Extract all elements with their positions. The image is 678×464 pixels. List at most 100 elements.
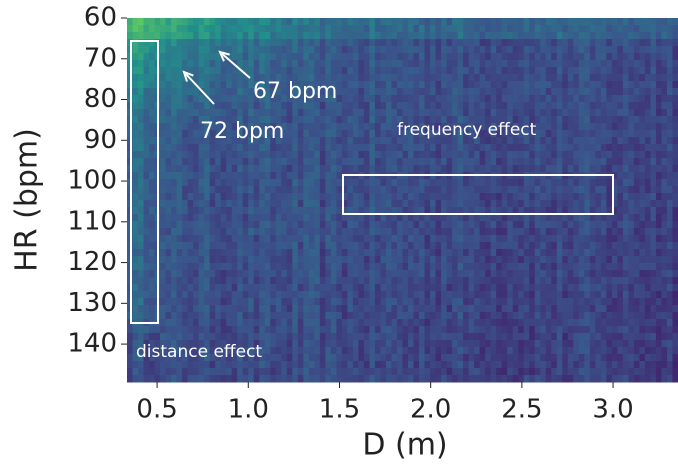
heatmap-cell [133, 270, 139, 278]
heatmap-cell [513, 305, 519, 313]
heatmap-cell [353, 151, 359, 159]
heatmap-cell [133, 291, 139, 299]
heatmap-cell [353, 221, 359, 229]
heatmap-cell [248, 298, 254, 306]
heatmap-cell [518, 354, 524, 362]
heatmap-cell [292, 319, 298, 327]
heatmap-cell [127, 326, 133, 334]
heatmap-cell [436, 333, 442, 341]
heatmap-cell [342, 67, 348, 75]
heatmap-cell [188, 25, 194, 33]
heatmap-cell [248, 319, 254, 327]
heatmap-cell [639, 361, 645, 369]
heatmap-cell [380, 88, 386, 96]
heatmap-cell [199, 235, 205, 243]
heatmap-cell [496, 179, 502, 187]
heatmap-cell [447, 144, 453, 152]
heatmap-cell [425, 249, 431, 257]
heatmap-cell [226, 263, 232, 271]
heatmap-cell [518, 298, 524, 306]
heatmap-cell [579, 284, 585, 292]
heatmap-cell [419, 326, 425, 334]
heatmap-cell [414, 235, 420, 243]
heatmap-cell [529, 39, 535, 47]
heatmap-cell [612, 347, 618, 355]
heatmap-cell [628, 18, 634, 26]
heatmap-cell [298, 235, 304, 243]
heatmap-cell [546, 249, 552, 257]
heatmap-cell [507, 186, 513, 194]
heatmap-cell [430, 277, 436, 285]
heatmap-cell [463, 81, 469, 89]
heatmap-cell [380, 53, 386, 61]
heatmap-cell [166, 235, 172, 243]
heatmap-cell [133, 263, 139, 271]
heatmap-cell [403, 291, 409, 299]
heatmap-cell [612, 284, 618, 292]
heatmap-cell [309, 18, 315, 26]
heatmap-cell [650, 221, 656, 229]
heatmap-cell [584, 242, 590, 250]
heatmap-cell [667, 263, 673, 271]
heatmap-cell [546, 326, 552, 334]
heatmap-cell [320, 256, 326, 264]
heatmap-cell [248, 361, 254, 369]
heatmap-cell [447, 46, 453, 54]
heatmap-cell [397, 200, 403, 208]
heatmap-cell [513, 361, 519, 369]
heatmap-cell [336, 305, 342, 313]
heatmap-cell [265, 340, 271, 348]
heatmap-cell [617, 109, 623, 117]
heatmap-cell [474, 270, 480, 278]
heatmap-cell [628, 263, 634, 271]
heatmap-cell [606, 88, 612, 96]
heatmap-cell [375, 235, 381, 243]
heatmap-cell [403, 214, 409, 222]
heatmap-cell [562, 95, 568, 103]
heatmap-cell [573, 158, 579, 166]
heatmap-cell [353, 60, 359, 68]
heatmap-cell [639, 319, 645, 327]
heatmap-cell [144, 116, 150, 124]
heatmap-cell [204, 81, 210, 89]
heatmap-cell [469, 354, 475, 362]
heatmap-cell [303, 60, 309, 68]
heatmap-cell [474, 88, 480, 96]
heatmap-cell [595, 347, 601, 355]
heatmap-cell [369, 60, 375, 68]
heatmap-cell [430, 144, 436, 152]
heatmap-cell [480, 333, 486, 341]
heatmap-cell [573, 256, 579, 264]
heatmap-cell [634, 228, 640, 236]
heatmap-cell [535, 74, 541, 82]
heatmap-cell [342, 214, 348, 222]
heatmap-cell [634, 158, 640, 166]
heatmap-cell [160, 326, 166, 334]
heatmap-cell [612, 305, 618, 313]
heatmap-cell [281, 158, 287, 166]
heatmap-cell [177, 263, 183, 271]
heatmap-cell [188, 102, 194, 110]
heatmap-cell [221, 81, 227, 89]
heatmap-cell [298, 326, 304, 334]
heatmap-cell [276, 277, 282, 285]
heatmap-cell [502, 235, 508, 243]
heatmap-cell [414, 60, 420, 68]
heatmap-cell [226, 172, 232, 180]
heatmap-cell [347, 25, 353, 33]
heatmap-cell [325, 207, 331, 215]
heatmap-cell [342, 130, 348, 138]
heatmap-cell [447, 18, 453, 26]
heatmap-cell [248, 263, 254, 271]
heatmap-cell [160, 123, 166, 131]
heatmap-cell [463, 74, 469, 82]
heatmap-cell [144, 130, 150, 138]
heatmap-cell [199, 333, 205, 341]
heatmap-cell [331, 193, 337, 201]
heatmap-cell [342, 291, 348, 299]
heatmap-cell [265, 242, 271, 250]
heatmap-cell [469, 326, 475, 334]
heatmap-cell [298, 186, 304, 194]
heatmap-cell [546, 221, 552, 229]
heatmap-cell [193, 130, 199, 138]
